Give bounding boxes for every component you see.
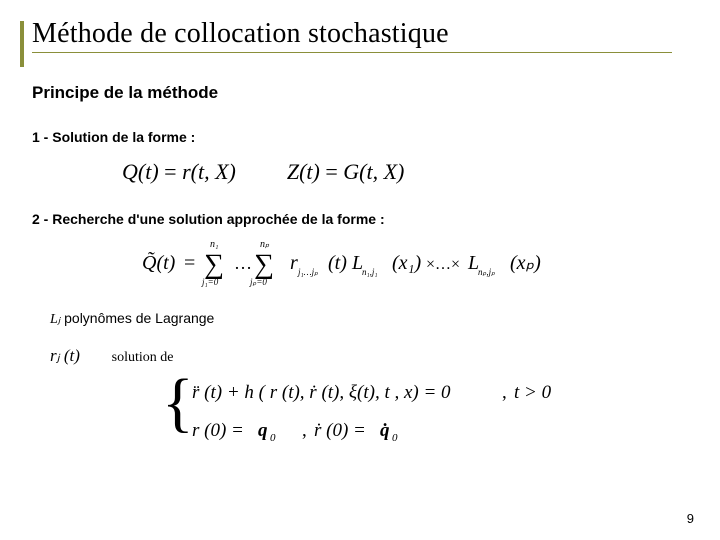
rj-row: rⱼ (t) solution de [50, 346, 720, 366]
system-line-2a: r (0) = [192, 420, 244, 441]
svg-text:r: r [290, 252, 298, 274]
svg-text:Q̃(t): Q̃(t) [142, 251, 176, 274]
svg-text:n₁,j₁: n₁,j₁ [362, 267, 378, 277]
svg-text:…: … [234, 253, 252, 273]
svg-text:0: 0 [392, 432, 398, 444]
svg-text:nₚ,jₚ: nₚ,jₚ [478, 267, 495, 277]
eq1-rhs2: G(t, X) [343, 159, 404, 184]
subtitle: Principe de la méthode [32, 83, 720, 103]
svg-text:(t): (t) [328, 252, 347, 274]
svg-text:q: q [258, 420, 268, 441]
svg-text:jₚ=0: jₚ=0 [249, 277, 267, 287]
system-line-1b: , [502, 382, 507, 403]
step-1-label: 1 - Solution de la forme : [32, 129, 720, 145]
page-number: 9 [687, 511, 694, 526]
system-line-1a: r̈ (t) + h ( r (t), ṙ (t), ξ(t), t , x) … [192, 382, 451, 403]
svg-text:t > 0: t > 0 [514, 382, 552, 403]
svg-text:×…×: ×…× [426, 256, 460, 273]
accent-bar [20, 21, 24, 67]
rj-symbol: rⱼ (t) [50, 346, 80, 365]
step-2-label: 2 - Recherche d'une solution approchée d… [32, 211, 720, 227]
svg-text:0: 0 [270, 432, 276, 444]
svg-text:ṙ (0) =: ṙ (0) = [314, 420, 366, 441]
equation-2-svg: Q̃(t) = ∑ n₁ j₁=0 … ∑ nₚ jₚ=0 r j₁…jₚ (t… [142, 233, 562, 289]
title-underline [32, 52, 672, 53]
slide-title: Méthode de collocation stochastique [32, 18, 720, 50]
svg-text:(xₚ): (xₚ) [510, 252, 541, 274]
equation-1: Q(t) = r(t, X) Z(t) = G(t, X) [122, 159, 720, 185]
svg-text:nₚ: nₚ [260, 239, 270, 250]
svg-text:∑: ∑ [254, 249, 274, 280]
equation-2: Q̃(t) = ∑ n₁ j₁=0 … ∑ nₚ jₚ=0 r j₁…jₚ (t… [142, 233, 720, 294]
svg-text:=: = [184, 252, 195, 274]
svg-text:∑: ∑ [204, 249, 224, 280]
svg-text:(x₁): (x₁) [392, 252, 421, 274]
eq1-lhs2: Z(t) [287, 159, 320, 184]
ode-system-svg: { r̈ (t) + h ( r (t), ṙ (t), ξ(t), t , x… [162, 370, 592, 448]
svg-text:j₁…jₚ: j₁…jₚ [297, 267, 318, 277]
svg-text:j₁=0: j₁=0 [201, 277, 219, 287]
solution-de-label: solution de [112, 350, 174, 365]
slide: Méthode de collocation stochastique Prin… [0, 0, 720, 540]
svg-text:n₁: n₁ [210, 239, 218, 250]
lagrange-note: Lⱼ polynômes de Lagrange [50, 310, 720, 328]
lagrange-symbol: Lⱼ [50, 312, 60, 327]
svg-text:,: , [302, 420, 307, 441]
eq1-lhs1: Q(t) [122, 159, 159, 184]
lagrange-text: polynômes de Lagrange [64, 310, 214, 326]
eq1-rhs1: r(t, X) [182, 159, 236, 184]
svg-text:{: { [162, 370, 194, 439]
ode-system: { r̈ (t) + h ( r (t), ṙ (t), ξ(t), t , x… [162, 370, 720, 453]
title-block: Méthode de collocation stochastique [32, 18, 720, 57]
svg-text:q̇: q̇ [380, 420, 390, 441]
